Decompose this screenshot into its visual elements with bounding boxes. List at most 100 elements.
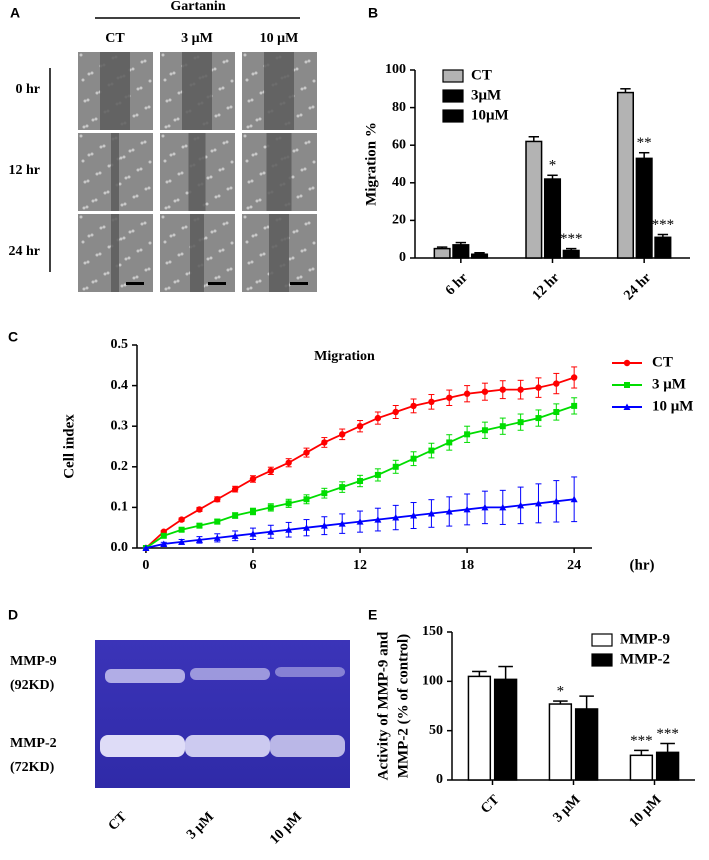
scale-bar	[290, 282, 308, 285]
cell-texture	[217, 194, 221, 198]
cell-texture	[173, 118, 177, 122]
cell-texture	[254, 71, 258, 75]
x-tick-label: 6	[249, 558, 256, 573]
cell-texture	[213, 148, 217, 152]
cell-texture	[308, 187, 312, 191]
cell-texture	[303, 167, 307, 171]
lane-label: 3 μM	[184, 809, 217, 842]
marker	[160, 532, 167, 539]
cell-texture	[91, 118, 95, 122]
marker	[552, 497, 560, 505]
cell-texture	[147, 105, 151, 109]
significance: *	[549, 158, 557, 174]
marker	[374, 516, 382, 523]
cell-texture	[307, 221, 311, 225]
marker	[356, 518, 364, 525]
marker	[231, 532, 239, 539]
cell-texture	[107, 164, 111, 168]
cell-texture	[140, 141, 144, 145]
marker	[357, 478, 364, 485]
marker	[571, 402, 578, 409]
cell-texture	[258, 198, 262, 202]
cell-texture	[176, 279, 180, 283]
cell-texture	[221, 167, 225, 171]
column-label: CT	[105, 31, 125, 46]
marker	[338, 431, 346, 438]
cell-texture	[245, 78, 249, 82]
cell-texture	[255, 280, 259, 284]
cell-texture	[292, 230, 296, 234]
cell-texture	[98, 171, 102, 175]
cell-texture	[300, 87, 304, 91]
cell-texture	[140, 60, 144, 64]
cell-texture	[214, 114, 218, 118]
cell-texture	[299, 275, 303, 279]
marker	[303, 449, 310, 456]
significance: *	[557, 684, 565, 700]
cell-texture	[124, 176, 128, 180]
cell-texture	[291, 256, 295, 260]
cell-texture	[165, 99, 169, 103]
cell-texture	[249, 286, 253, 290]
cell-texture	[144, 187, 148, 191]
cell-texture	[185, 191, 189, 195]
cell-texture	[86, 260, 90, 264]
bar	[493, 678, 518, 781]
cell-texture	[173, 280, 177, 284]
cell-texture	[263, 145, 267, 149]
cell-texture	[307, 59, 311, 63]
cell-texture	[135, 275, 139, 279]
cell-texture	[120, 203, 124, 207]
marker	[195, 536, 203, 543]
scale-bar	[126, 282, 144, 285]
cell-texture	[85, 205, 89, 209]
cell-texture	[103, 272, 107, 276]
marker	[464, 431, 471, 438]
marker	[428, 398, 435, 406]
wound-gap	[264, 52, 294, 130]
band-label: (92KD)	[10, 678, 55, 693]
cell-texture	[259, 91, 263, 95]
cell-texture	[147, 186, 151, 190]
cell-texture	[214, 276, 218, 280]
cell-texture	[164, 125, 168, 129]
cell-texture	[144, 106, 148, 110]
marker	[517, 501, 525, 509]
cell-texture	[147, 267, 151, 271]
marker	[321, 490, 328, 497]
cell-texture	[94, 198, 98, 202]
marker	[445, 507, 453, 515]
row-label: 24 hr	[9, 244, 41, 259]
cell-texture	[246, 287, 250, 291]
bar	[655, 751, 680, 781]
cell-texture	[136, 249, 140, 253]
y-tick-label: 0.1	[111, 500, 129, 515]
marker	[499, 503, 507, 511]
cell-texture	[165, 180, 169, 184]
cell-texture	[148, 160, 152, 164]
cell-texture	[221, 86, 225, 90]
marker	[338, 520, 346, 527]
cell-texture	[163, 240, 167, 244]
cell-texture	[139, 248, 143, 252]
band-label: MMP-9	[10, 654, 57, 669]
cell-texture	[95, 91, 99, 95]
y-tick-label: 0.4	[111, 378, 129, 393]
cell-texture	[229, 267, 233, 271]
cell-texture	[169, 234, 173, 238]
x-tick-label: 12	[353, 558, 367, 573]
cell-texture	[83, 261, 87, 265]
cell-texture	[222, 60, 226, 64]
cell-texture	[107, 245, 111, 249]
cell-texture	[296, 276, 300, 280]
cell-texture	[303, 86, 307, 90]
wound-gap	[111, 133, 119, 211]
wound-gap	[111, 214, 119, 292]
cell-texture	[249, 124, 253, 128]
cell-texture	[307, 140, 311, 144]
cell-texture	[184, 225, 188, 229]
marker	[285, 459, 292, 466]
x-tick-label: 3 μM	[551, 792, 584, 825]
cell-texture	[87, 234, 91, 238]
cell-texture	[251, 153, 255, 157]
